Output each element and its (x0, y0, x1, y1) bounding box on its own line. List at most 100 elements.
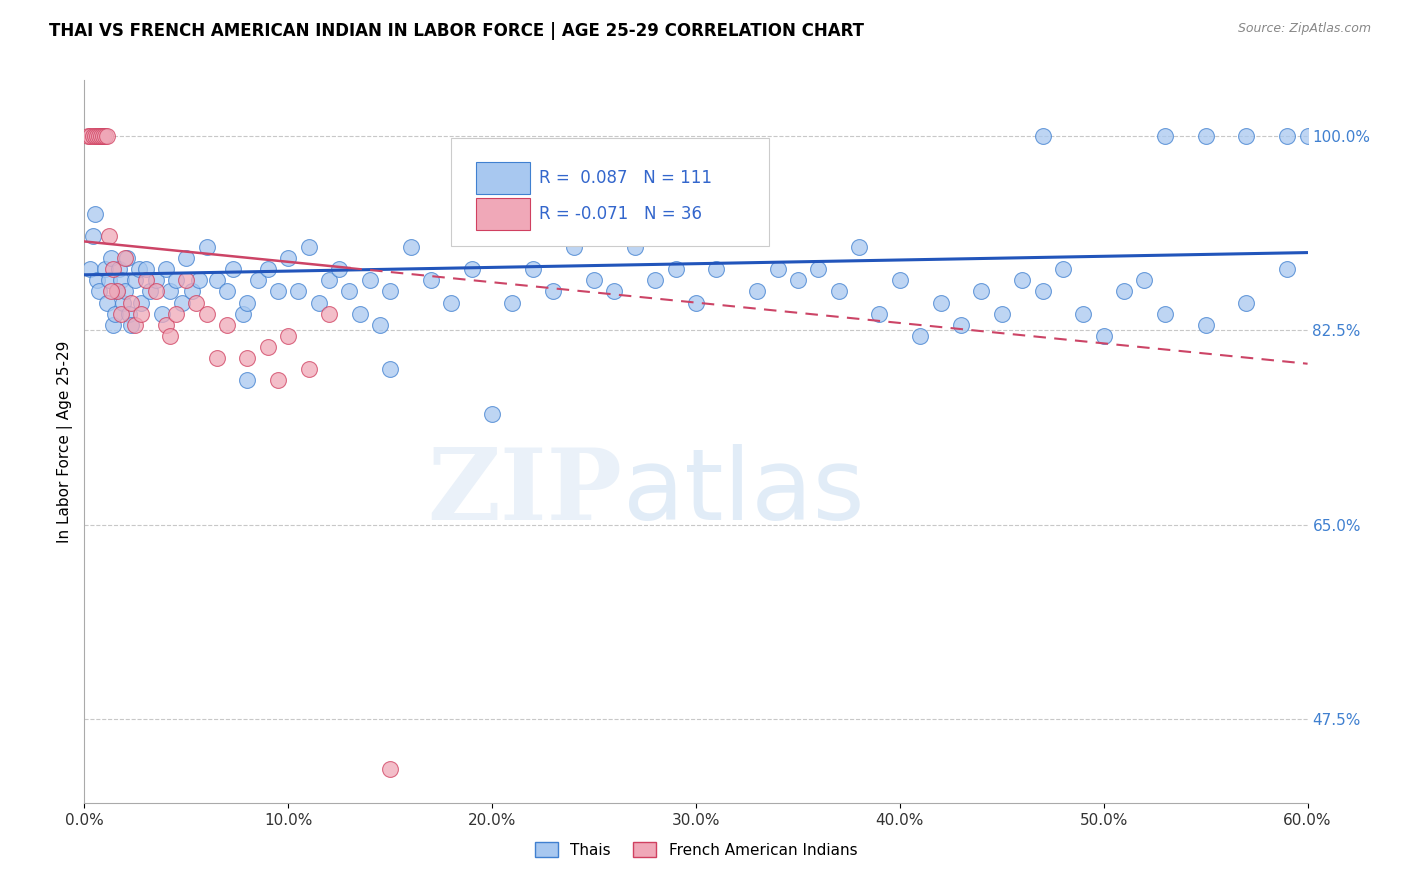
Point (120, 295, 142, 310)
FancyBboxPatch shape (451, 138, 769, 246)
Point (1114, 285, 1136, 299)
Point (246, 273, 269, 287)
Point (399, 240, 422, 254)
Point (380, 763, 402, 777)
Point (79, 128, 101, 143)
Point (1154, 128, 1177, 143)
Point (181, 285, 204, 299)
Text: THAI VS FRENCH AMERICAN INDIAN IN LABOR FORCE | AGE 25-29 CORRELATION CHART: THAI VS FRENCH AMERICAN INDIAN IN LABOR … (49, 22, 865, 40)
Point (277, 251, 299, 265)
Point (277, 329, 299, 343)
Point (77, 128, 100, 143)
Point (1092, 329, 1115, 343)
Point (380, 285, 402, 299)
Point (145, 273, 167, 287)
Point (79, 262, 101, 277)
Point (1236, 295, 1258, 310)
Point (481, 407, 503, 421)
Point (131, 307, 153, 321)
Point (105, 285, 128, 299)
Point (165, 273, 187, 287)
Text: ZIP: ZIP (427, 443, 623, 541)
Point (222, 262, 245, 277)
Point (205, 273, 228, 287)
Point (257, 340, 280, 354)
Point (118, 307, 141, 321)
Text: R =  0.087   N = 111: R = 0.087 N = 111 (540, 169, 713, 186)
Point (380, 362, 402, 376)
Point (787, 273, 810, 287)
Text: atlas: atlas (623, 443, 865, 541)
Point (110, 307, 132, 321)
Point (232, 307, 254, 321)
Point (1032, 285, 1054, 299)
Point (90, 128, 112, 143)
Point (328, 262, 350, 277)
Point (298, 362, 321, 376)
Point (665, 262, 688, 277)
Point (110, 273, 132, 287)
Point (100, 251, 122, 265)
Point (298, 240, 321, 254)
Point (236, 351, 259, 366)
Point (1277, 128, 1299, 143)
Point (150, 307, 173, 321)
Point (100, 285, 122, 299)
Point (318, 273, 340, 287)
Point (1052, 262, 1074, 277)
Point (101, 318, 124, 332)
Point (93, 128, 115, 143)
Point (991, 307, 1014, 321)
Point (1133, 273, 1156, 287)
Point (910, 329, 932, 343)
Point (562, 240, 585, 254)
Point (82, 228, 104, 243)
Point (217, 285, 239, 299)
Point (970, 285, 993, 299)
Point (86, 128, 108, 143)
Point (889, 273, 911, 287)
Point (135, 273, 157, 287)
Point (481, 228, 503, 243)
Point (205, 351, 228, 366)
Point (83, 207, 105, 221)
Point (766, 262, 789, 277)
Point (869, 307, 891, 321)
Point (747, 285, 769, 299)
Point (91, 128, 114, 143)
Point (114, 285, 136, 299)
Point (97, 228, 120, 243)
Point (583, 273, 606, 287)
Point (87, 285, 110, 299)
Point (217, 318, 239, 332)
Point (644, 273, 666, 287)
Point (359, 273, 381, 287)
Point (83, 128, 105, 143)
Point (624, 240, 647, 254)
Point (108, 262, 131, 277)
Point (543, 285, 565, 299)
Point (685, 295, 707, 310)
Point (115, 251, 138, 265)
Point (159, 329, 181, 343)
Point (1032, 128, 1054, 143)
Point (461, 262, 484, 277)
Point (1296, 128, 1319, 143)
Point (929, 295, 952, 310)
Point (502, 295, 524, 310)
Point (96, 128, 118, 143)
Point (124, 318, 146, 332)
Point (135, 262, 157, 277)
Point (96, 295, 118, 310)
FancyBboxPatch shape (475, 162, 530, 194)
Point (165, 307, 187, 321)
Point (91, 128, 114, 143)
Point (128, 262, 150, 277)
Point (138, 285, 160, 299)
Legend: Thais, French American Indians: Thais, French American Indians (529, 836, 863, 863)
Y-axis label: In Labor Force | Age 25-29: In Labor Force | Age 25-29 (58, 341, 73, 542)
Point (174, 251, 197, 265)
Point (603, 285, 626, 299)
Point (82, 128, 104, 143)
Point (1154, 307, 1177, 321)
